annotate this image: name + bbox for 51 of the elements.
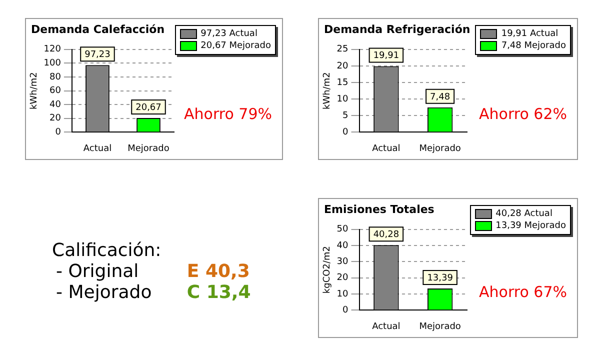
y-tick-label: 15 — [336, 78, 348, 88]
text: E 40,3 — [186, 261, 251, 282]
y-tick-label: 50 — [336, 224, 349, 235]
y-tick-label: 120 — [44, 44, 62, 55]
legend-label: 7,48 Mejorado — [501, 41, 566, 51]
x-tick-label: Actual — [372, 322, 400, 332]
y-tick-label: 40 — [336, 240, 349, 251]
legend-label: 19,91 Actual — [501, 29, 558, 39]
y-tick-label: 100 — [44, 58, 62, 69]
chart-title: Demanda Refrigeración — [324, 23, 470, 36]
chart-title: Demanda Calefacción — [31, 23, 165, 36]
y-axis-title: kWh/m2 — [30, 72, 40, 110]
text: Ahorro 67% — [479, 283, 567, 301]
y-tick-label: 20 — [336, 61, 349, 72]
legend-label: 13,39 Mejorado — [496, 221, 566, 231]
legend-label: 40,28 Actual — [496, 209, 552, 219]
text: Ahorro 79% — [184, 105, 272, 123]
y-axis-title: kgCO2/m2 — [322, 246, 333, 294]
y-tick-label: 10 — [336, 94, 349, 104]
chart-title: Emisiones Totales — [324, 203, 434, 216]
x-tick-label: Mejorado — [419, 322, 462, 332]
data-label: 40,28 — [373, 230, 400, 240]
y-tick-label: 0 — [342, 128, 349, 138]
data-label: 13,39 — [427, 273, 454, 284]
y-tick-label: 25 — [336, 44, 348, 55]
x-tick-label: Actual — [83, 144, 112, 154]
y-tick-label: 20 — [50, 114, 62, 124]
legend-label: 97,23 Actual — [200, 29, 258, 39]
data-label: 20,67 — [136, 102, 162, 113]
legend-label: 20,67 Mejorado — [200, 41, 271, 51]
data-label: 7,48 — [430, 92, 450, 102]
text: - Original — [55, 261, 140, 282]
data-label: 19,91 — [373, 51, 400, 62]
text: Calificación: — [52, 240, 162, 261]
text: C 13,4 — [186, 282, 252, 303]
x-tick-label: Mejorado — [419, 144, 462, 154]
y-tick-label: 10 — [336, 289, 349, 300]
y-tick-label: 5 — [342, 110, 348, 121]
y-tick-label: 0 — [55, 128, 62, 138]
data-label: 97,23 — [84, 50, 110, 60]
text: - Mejorado — [55, 282, 153, 303]
y-tick-label: 60 — [50, 86, 62, 96]
y-tick-label: 20 — [336, 273, 349, 284]
x-tick-label: Mejorado — [128, 144, 170, 154]
y-tick-label: 80 — [50, 72, 62, 82]
text: Ahorro 62% — [479, 105, 567, 123]
x-tick-label: Actual — [372, 144, 400, 154]
y-tick-label: 30 — [336, 257, 349, 268]
y-tick-label: 0 — [342, 306, 349, 316]
y-axis-title: kWh/m2 — [322, 72, 333, 110]
y-tick-label: 40 — [50, 100, 62, 110]
